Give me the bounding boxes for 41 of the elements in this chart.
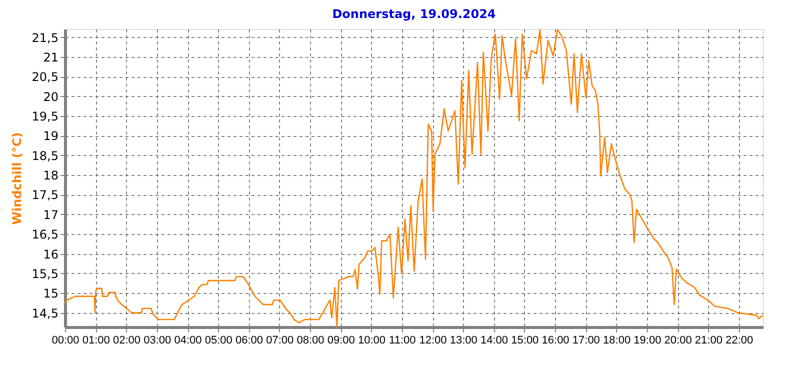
x-tick-label: 21:00 [694, 334, 722, 346]
x-tick-label: 13:00 [450, 334, 478, 346]
y-tick-label: 14,5 [32, 306, 58, 320]
x-tick-label: 15:00 [511, 334, 539, 346]
x-tick-label: 05:00 [204, 334, 232, 346]
y-tick-label: 18,5 [32, 148, 58, 163]
y-tick-label: 15 [43, 286, 58, 301]
x-tick-label: 07:00 [266, 334, 294, 346]
x-tick-label: 11:00 [389, 334, 416, 346]
x-tick-label: 22:00 [726, 334, 754, 346]
y-tick-label: 19 [43, 129, 58, 144]
x-tick-label: 18:00 [603, 334, 631, 346]
x-tick-label: 04:00 [174, 334, 202, 346]
y-axis-title: Windchill (°C) [10, 132, 24, 225]
x-tick-label: 16:00 [542, 334, 570, 346]
x-tick-label: 06:00 [236, 334, 264, 346]
x-tick-label: 17:00 [572, 334, 600, 346]
x-tick-label: 19:00 [634, 334, 662, 346]
x-tick-label: 02:00 [112, 334, 141, 346]
y-tick-label: 17,5 [32, 188, 58, 202]
x-tick-label: 20:00 [664, 334, 692, 346]
x-tick-label: 00:00 [52, 334, 80, 346]
x-tick-label: 09:00 [327, 334, 355, 346]
x-tick-label: 12:00 [419, 334, 447, 346]
x-tick-label: 14:00 [480, 334, 508, 346]
chart-title: Donnerstag, 19.09.2024 [332, 7, 496, 21]
y-tick-label: 18 [43, 168, 58, 183]
x-tick-label: 08:00 [296, 334, 324, 346]
y-tick-label: 21,5 [32, 30, 58, 45]
y-tick-label: 15,5 [32, 266, 58, 281]
y-tick-label: 19,5 [32, 110, 58, 124]
x-tick-label: 01:00 [82, 334, 110, 346]
x-tick-label: 10:00 [358, 334, 386, 346]
y-tick-label: 16,5 [32, 228, 58, 242]
y-tick-label: 16 [43, 247, 58, 262]
y-tick-label: 17 [43, 208, 58, 222]
y-tick-label: 21 [43, 50, 58, 64]
x-tick-label: 03:00 [144, 334, 172, 346]
y-tick-label: 20 [43, 90, 58, 104]
line-series [64, 29, 764, 328]
y-tick-label: 20,5 [32, 70, 58, 84]
